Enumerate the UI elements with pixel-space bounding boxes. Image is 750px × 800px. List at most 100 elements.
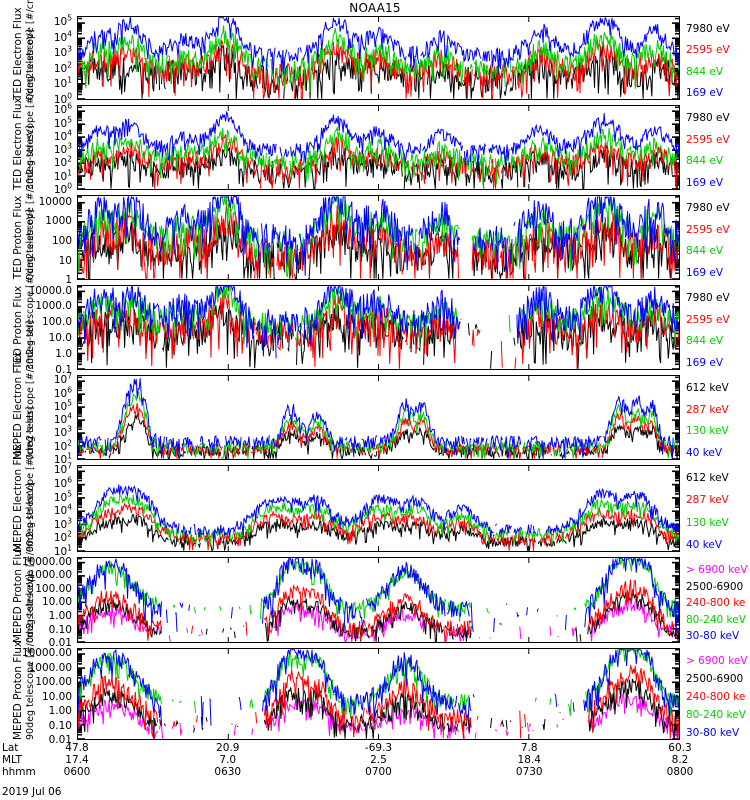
y-tick-label: 103 <box>53 424 72 440</box>
y-ticks-ted-electron-0deg: 100 101 102 103 104 105 <box>0 13 74 105</box>
y-tick-label: 105 <box>53 13 72 28</box>
legend-entry: 30-80 keV <box>686 630 740 642</box>
panel-meped-electron-90deg <box>77 465 680 552</box>
series-30-80-kev <box>78 649 679 727</box>
plot-area-ted-electron-30deg <box>78 106 679 189</box>
y-tick-label: 105 <box>53 488 72 504</box>
y-tick-label: 102 <box>53 529 72 545</box>
series-40-kev <box>78 484 679 541</box>
x-tick-lat: 47.8 <box>65 742 89 754</box>
legend-entry: 40 keV <box>686 447 723 459</box>
y-tick-label: 1000.00 <box>28 569 72 582</box>
x-tick-mlt: 8.2 <box>671 754 689 766</box>
series-169-ev <box>78 17 679 75</box>
legend-entry: 7980 eV <box>686 292 730 304</box>
y-tick-label: 106 <box>53 101 72 117</box>
plot-area-meped-electron-0deg <box>78 376 679 459</box>
page-title: NOAA15 <box>349 1 401 15</box>
y-tick-label: 0.10 <box>48 719 72 732</box>
y-tick-label: 105 <box>53 114 72 130</box>
y-tick-label: 106 <box>53 475 72 490</box>
x-tick-lat: 60.3 <box>668 742 692 754</box>
x-tick-hhmm: 0600 <box>63 766 91 778</box>
y-tick-label: 101 <box>53 167 72 183</box>
y-axis-title-line1: TED Electron Flux <box>12 97 24 190</box>
y-tick-label: 104 <box>53 128 72 143</box>
y-tick-label: 1.0 <box>55 347 72 360</box>
y-axis-title-ted-electron-0deg: TED Electron Flux <box>12 7 24 100</box>
y-ticks-meped-electron-0deg: 101 102 103 104 105 106 107 <box>0 371 74 464</box>
series-169-ev <box>78 196 679 276</box>
y-ticks-ted-electron-30deg: 100 101 102 103 104 105 106 <box>0 101 74 194</box>
y-tick-label: 100.0 <box>41 316 72 329</box>
y-tick-label: 103 <box>53 516 72 531</box>
y-axis-title-line1: TED Electron Flux <box>12 7 24 100</box>
y-tick-label: 100 <box>53 181 72 196</box>
legend-entry: 7980 eV <box>686 112 730 124</box>
y-tick-label: 101 <box>53 451 72 466</box>
legend-entry: 2595 eV <box>686 133 730 146</box>
y-tick-label: 0.10 <box>48 623 72 636</box>
x-tick-mlt: 2.5 <box>370 754 387 766</box>
legend-entry: 7980 eV <box>686 23 730 35</box>
legend-entry: 287 keV <box>686 494 729 507</box>
legend-entry: 240-800 ke <box>686 691 746 703</box>
plot-area-ted-proton-0deg <box>78 196 679 279</box>
x-tick-lat: 7.8 <box>520 742 538 754</box>
x-axis-row-label-hhmm: hhmm <box>2 766 36 778</box>
y-tick-label: 107 <box>53 461 72 477</box>
series-80-240-kev <box>78 558 679 622</box>
series-2595-ev <box>78 202 679 279</box>
y-axis-title-line1: MEPED Proton Flux <box>12 640 24 740</box>
x-tick-hhmm: 0800 <box>666 766 694 778</box>
y-tick-label: 102 <box>53 437 72 453</box>
legend-entry: 30-80 keV <box>686 727 740 739</box>
y-tick-label: 104 <box>53 411 72 426</box>
series-40-kev <box>78 378 679 459</box>
y-tick-label: 0.01 <box>48 636 72 649</box>
legend-entry: 130 keV <box>686 425 729 438</box>
y-tick-label: 101 <box>53 543 72 558</box>
legend-entry: 130 keV <box>686 516 729 529</box>
legend-entry: 612 keV <box>686 382 729 394</box>
y-tick-label: 100 <box>53 91 72 106</box>
x-tick-mlt: 18.4 <box>517 754 541 766</box>
y-ticks-meped-proton-90deg: 0.01 0.10 1.00 10.00 100.00 1000.00 10000.00 <box>0 648 74 745</box>
y-axis-title-ted-electron-30deg: TED Electron Flux <box>12 97 24 190</box>
y-tick-label: 0.01 <box>48 733 72 746</box>
y-tick-label: 104 <box>53 29 72 44</box>
panel-meped-proton-90deg <box>77 648 680 740</box>
y-tick-label: 104 <box>53 502 72 517</box>
legend-entry: 2595 eV <box>686 313 730 326</box>
legend-entry: > 6900 keV <box>686 564 748 576</box>
series-80-240-kev <box>78 649 679 717</box>
y-axis-title-ted-proton-0deg: TED Proton Flux <box>12 195 24 280</box>
legend-entry: 2500-6900 <box>686 580 744 593</box>
y-tick-label: 10000.0 <box>28 284 72 297</box>
legend-entry: > 6900 keV <box>686 655 748 667</box>
y-tick-label: 100.00 <box>35 582 72 595</box>
panel-meped-proton-0deg <box>77 557 680 643</box>
y-tick-label: 10.0 <box>48 331 72 344</box>
legend-entry: 169 eV <box>686 267 724 279</box>
legend-entry: 80-240 keV <box>686 613 746 626</box>
legend-entry: 844 eV <box>686 335 724 348</box>
y-axis-title-line1: MEPED Electron Flux <box>12 443 24 552</box>
date-stamp: 2019 Jul 06 <box>2 786 62 798</box>
series-240-800-kev <box>78 664 679 739</box>
x-axis-row-label-lat: Lat <box>2 742 19 754</box>
x-axis-row-label-mlt: MLT <box>2 754 22 766</box>
legend-entry: 240-800 ke <box>686 597 746 609</box>
y-tick-label: 10000.00 <box>21 555 72 568</box>
legend-entry: 169 eV <box>686 177 724 189</box>
y-tick-label: 10 <box>58 254 72 267</box>
panel-ted-proton-0deg <box>77 195 680 280</box>
y-tick-label: 107 <box>53 371 72 387</box>
series-30-80-kev <box>78 558 679 633</box>
y-ticks-meped-proton-0deg: 0.01 0.10 1.00 10.00 100.00 1000.00 10000.00 <box>0 555 74 647</box>
series-169-ev <box>78 110 679 167</box>
y-axis-title-meped-proton-90deg: MEPED Proton Flux <box>12 641 24 740</box>
x-tick-hhmm: 0730 <box>515 766 543 778</box>
x-tick-lat: 20.9 <box>216 742 240 754</box>
